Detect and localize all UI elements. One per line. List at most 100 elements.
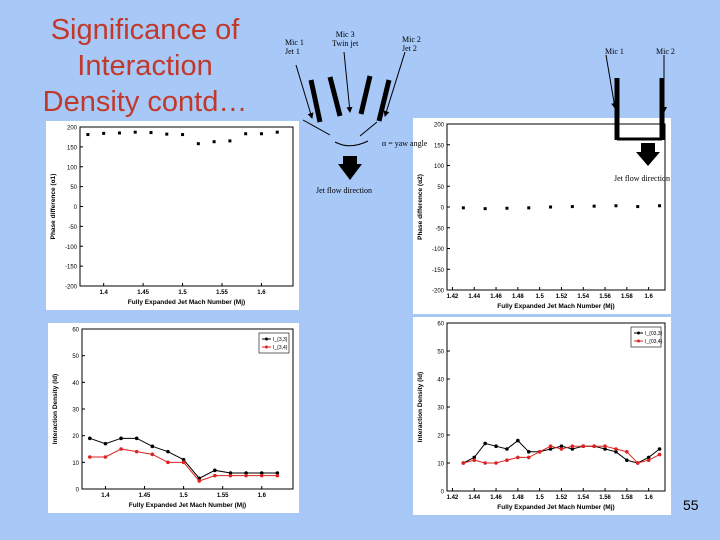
data-point [461,206,465,210]
chart-density-left-svg: 60 50 40 30 20 10 0 1.4 1.45 1.5 1.55 1.6 Fully Expa… [52,328,294,509]
y-tick-label: 50 [437,350,444,356]
mic-lines [295,51,406,119]
title-line: Interaction [77,50,213,82]
data-point [657,452,662,457]
legend-label: I_{3,3} [273,337,288,343]
data-point [537,450,542,454]
x-tick-label: 1.42 [447,294,459,300]
x-tick-label: 1.54 [577,495,589,501]
y-tick-label: 50 [70,185,77,191]
y-tick-label: -200 [65,285,78,291]
data-point [472,458,477,462]
x-tick-label: 1.46 [490,294,502,300]
data-point [527,206,531,210]
data-point [559,447,564,451]
data-point [275,473,280,478]
data-point [526,455,531,460]
y-tick-label: 60 [72,328,79,334]
data-point [88,436,92,441]
data-point [150,444,155,449]
y-tick-label: 0 [76,488,80,494]
data-point [570,447,575,451]
data-point [134,449,139,454]
data-point [592,204,596,208]
x-tick-label: 1.45 [137,290,149,296]
flow-arrow-left [338,156,362,180]
x-tick-label: 1.5 [179,493,188,499]
x-tick-label: 1.5 [535,495,544,501]
series-line [89,448,278,482]
x-tick-label: 1.52 [556,495,568,501]
data-point [166,449,170,454]
y-tick-label: -100 [432,247,445,253]
data-point [548,444,553,448]
data-point [102,131,106,135]
data-point [244,473,248,478]
data-point [548,447,553,451]
label-flow-right: Jet flow direction [614,174,670,183]
data-point [570,444,575,448]
data-point [614,204,618,208]
chart-density-right-svg: 60 50 40 30 20 10 01.42 1.44 1.46 1.48 1.5 1.52 1.54… [417,322,666,511]
x-tick-label: 1.45 [139,493,151,499]
y-tick-label: 150 [434,143,445,149]
slide-title: Significance of Interaction Density cont… [20,12,270,120]
legend-marker [637,331,640,335]
data-point [275,130,279,134]
x-tick-label: 1.55 [216,290,228,296]
legend-marker [265,345,268,349]
page-number: 55 [683,497,699,513]
data-point [88,455,92,459]
data-point [165,132,169,136]
y-tick-label: 200 [67,126,78,132]
data-point [119,436,123,441]
data-point [614,450,618,454]
data-point [259,471,264,475]
y-tick-label: -50 [435,226,444,232]
chart-phase-left-svg: 200 150 100 50 0 -50 -100 -150 -200 1.4 1.45 1.5 1.5… [50,126,294,306]
legend-marker [265,337,268,341]
y-tick-label: 0 [74,205,78,211]
data-point [581,444,586,448]
yaw-angle-arc [334,140,369,147]
plot-frame [79,126,294,287]
data-point [259,473,264,478]
data-point [181,457,186,462]
data-point [103,455,108,459]
data-point [212,140,216,144]
data-point [275,471,280,475]
data-point [228,471,233,475]
y-tick-label: 20 [72,434,79,440]
label-right-mic1: Mic 1 [605,47,624,56]
data-point [166,460,170,465]
x-tick-label: 1.6 [644,495,653,501]
right-nozzle [358,75,392,122]
data-point [103,441,108,446]
left-nozzle [308,76,343,123]
data-point [461,461,466,465]
data-point [635,461,640,465]
x-tick-label: 1.6 [258,493,267,499]
data-point [181,460,186,465]
data-point [505,447,509,451]
mic-line-right-1 [605,54,618,109]
data-point [86,133,90,137]
data-point [614,447,618,451]
x-tick-label: 1.58 [621,495,633,501]
data-point [646,455,651,460]
data-point [603,447,607,451]
x-tick-label: 1.42 [447,495,459,501]
data-point [228,473,233,478]
data-point [197,479,202,483]
y-tick-label: 100 [434,164,445,170]
data-point [516,455,520,460]
data-point [228,139,232,143]
x-tick-label: 1.5 [535,294,544,300]
chart-density-right: 60 50 40 30 20 10 0 1.42 1.44 1.46 1.48 1.5 1.52 1.54… [413,317,671,515]
x-tick-label: 1.56 [599,495,611,501]
data-point [134,436,139,441]
data-point [133,130,137,134]
x-tick-label: 1.56 [599,294,611,300]
label-mic1-jet1: Mic 1 Jet 1 [285,38,304,56]
